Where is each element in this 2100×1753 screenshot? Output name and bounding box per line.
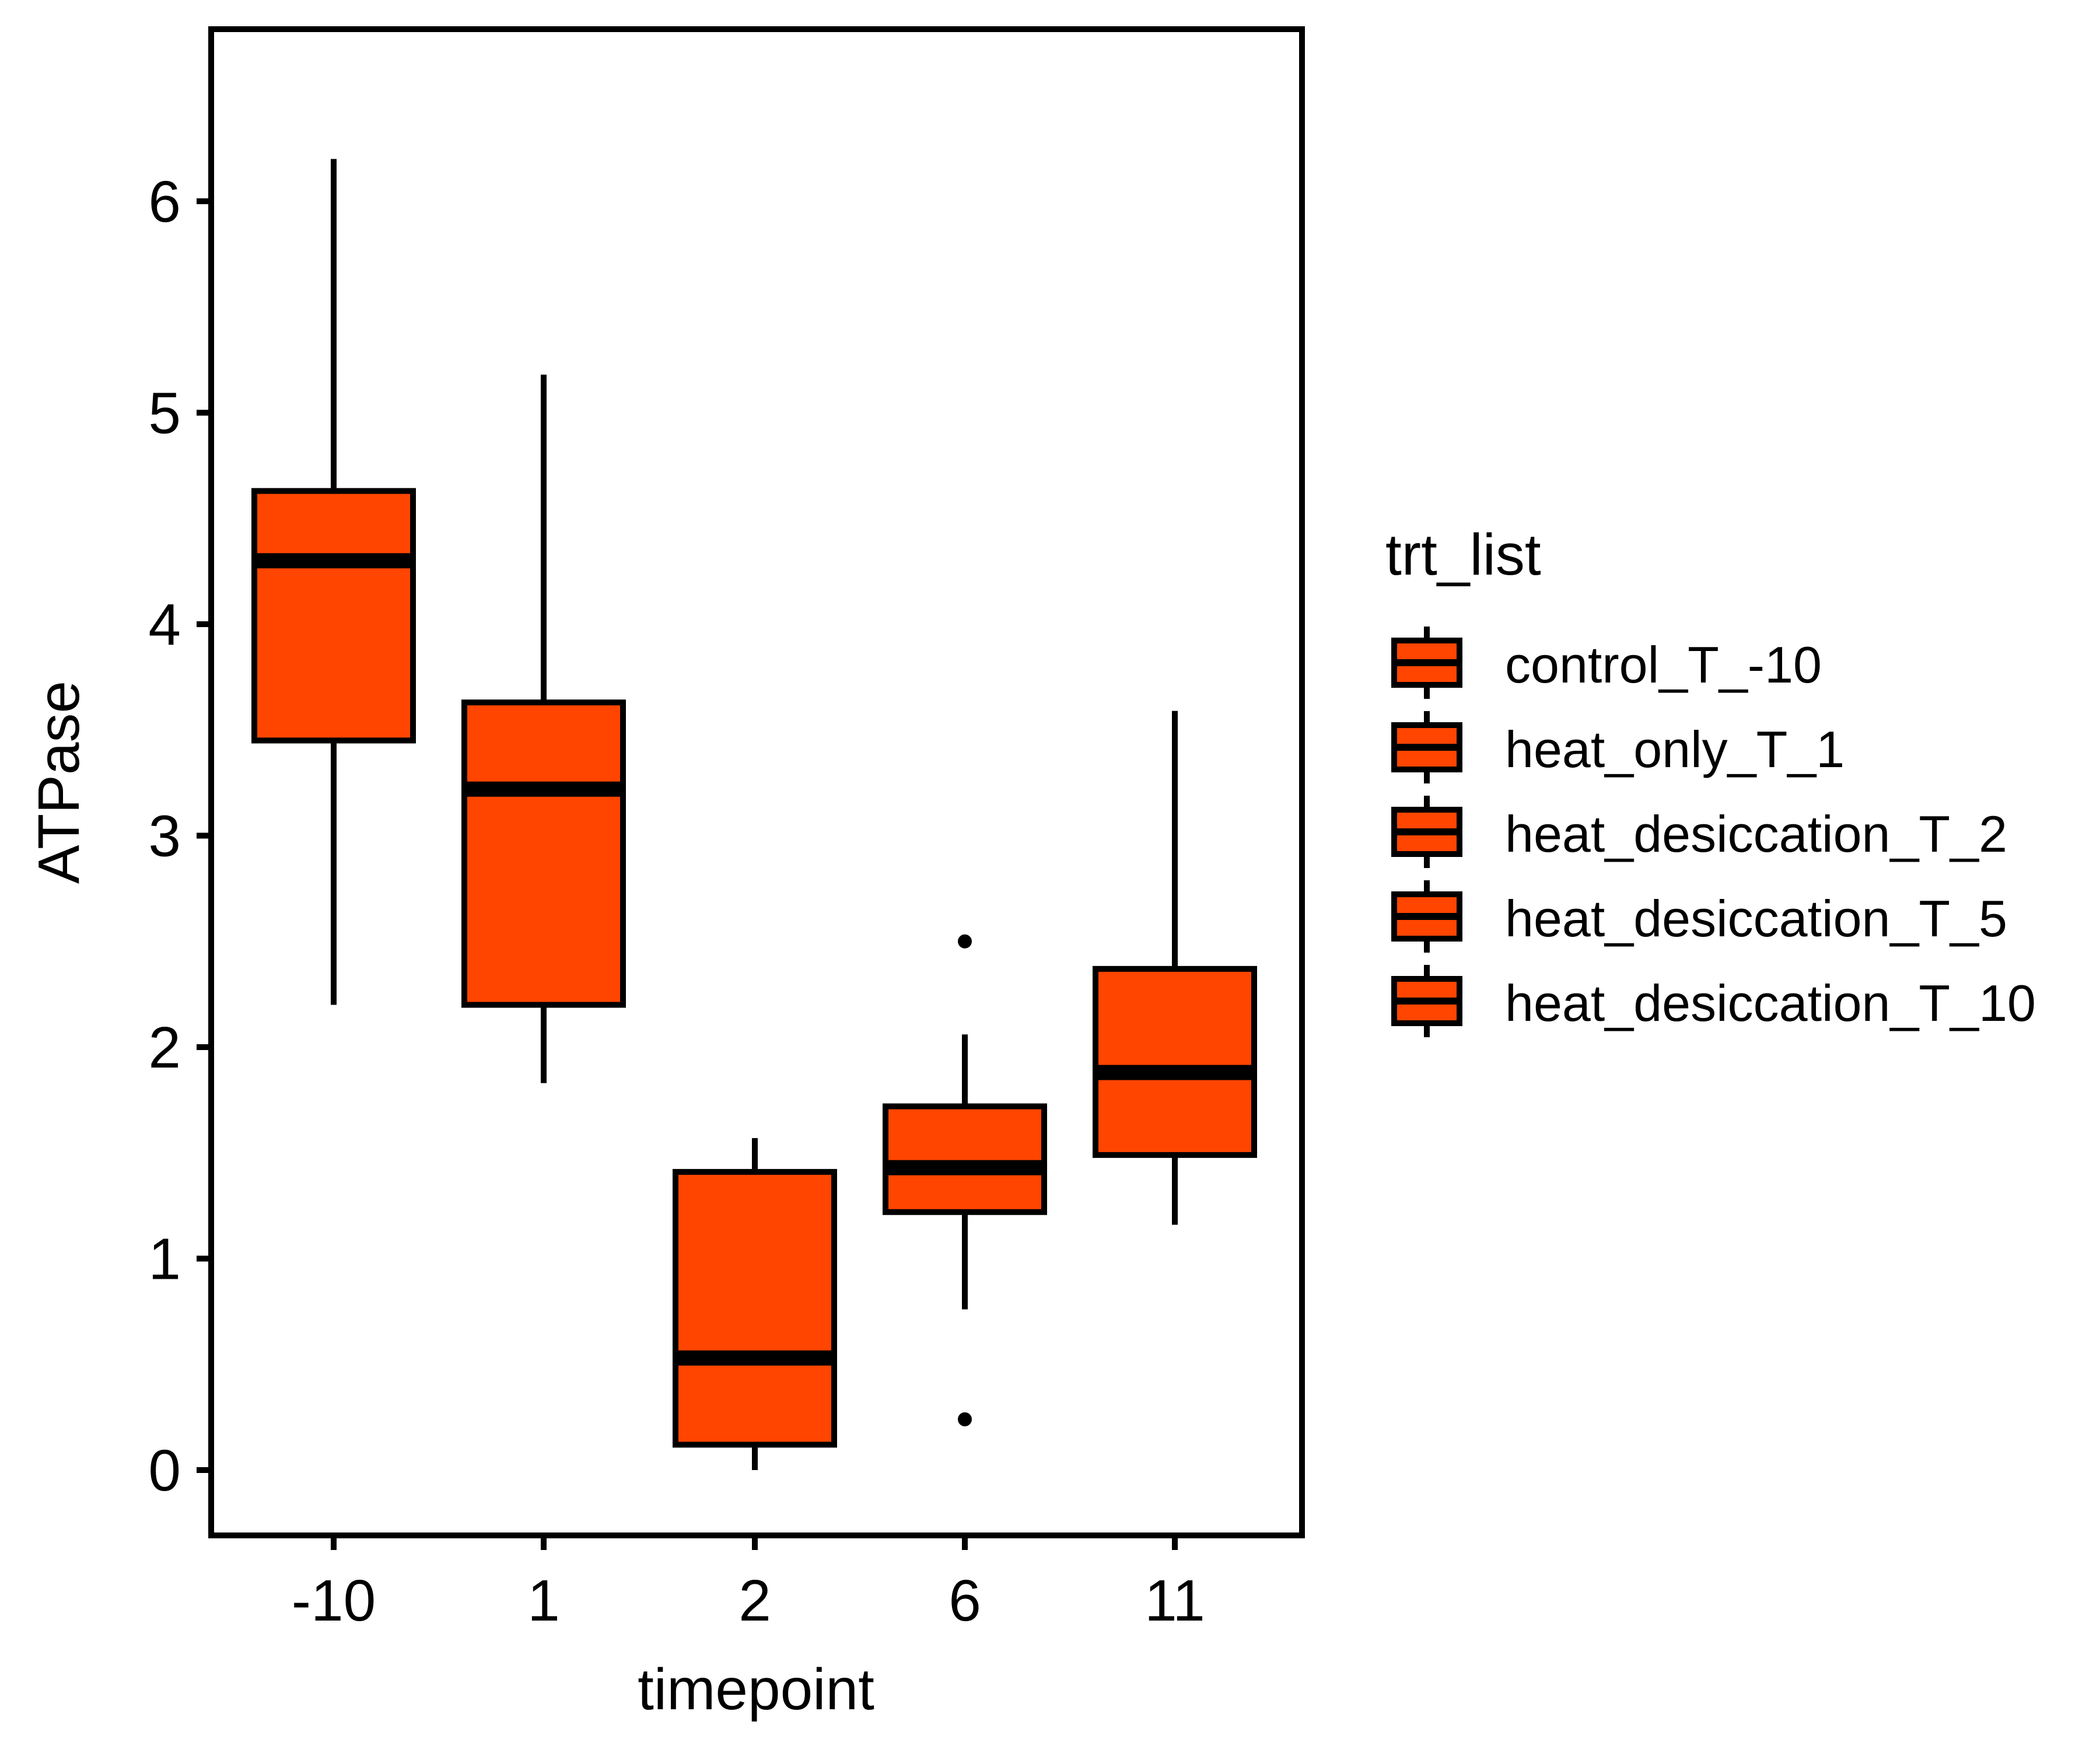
axes: 0 1 2 3 4 5 6 -10 1 2 6 11 (148, 169, 1205, 1633)
box-11 (1093, 711, 1257, 1225)
y-tick-label: 6 (148, 169, 181, 235)
legend-title: trt_list (1385, 522, 1541, 587)
box-2 (673, 1138, 837, 1470)
legend-label: heat_desiccation_T_10 (1505, 974, 2036, 1032)
plot-layer (251, 159, 1257, 1470)
y-tick-label: 3 (148, 804, 181, 869)
box-body (1093, 965, 1257, 1158)
x-tick-label: 2 (738, 1568, 771, 1633)
legend-label: heat_desiccation_T_5 (1505, 890, 2007, 947)
legend-item: control_T_-10 (1391, 627, 1822, 699)
box-6 (883, 934, 1047, 1426)
box-body (673, 1168, 837, 1448)
x-tick-label: 6 (949, 1568, 981, 1633)
legend-item: heat_desiccation_T_5 (1391, 880, 2007, 953)
y-tick-label: 2 (148, 1015, 181, 1080)
legend-label: heat_only_T_1 (1505, 720, 1845, 778)
legend-item: heat_desiccation_T_2 (1391, 796, 2007, 868)
y-tick-label: 4 (148, 592, 181, 657)
x-tick-label: 11 (1144, 1568, 1205, 1633)
y-tick-label: 0 (148, 1438, 181, 1503)
box-body (251, 488, 416, 744)
legend-label: heat_desiccation_T_2 (1505, 805, 2007, 863)
x-tick-label: 1 (527, 1568, 560, 1633)
box-body (883, 1103, 1047, 1215)
legend-items: control_T_-10 heat_only_T_1 heat_desiccati… (1391, 627, 2036, 1037)
legend-label: control_T_-10 (1505, 636, 1822, 694)
legend-item: heat_desiccation_T_10 (1391, 965, 2036, 1037)
x-axis-title: timepoint (638, 1657, 874, 1722)
outlier-point (958, 1412, 972, 1426)
x-tick-label: -10 (292, 1568, 376, 1633)
box-body (461, 699, 626, 1008)
y-tick-label: 5 (148, 381, 181, 446)
legend-item: heat_only_T_1 (1391, 711, 1845, 783)
box--10 (251, 159, 416, 1005)
legend: trt_list control_T_-10 heat_only_T_1 heat_… (1385, 522, 2036, 1037)
box-1 (461, 375, 626, 1083)
y-axis-title: ATPase (26, 681, 92, 884)
y-tick-label: 1 (148, 1227, 181, 1292)
outlier-point (958, 934, 972, 949)
